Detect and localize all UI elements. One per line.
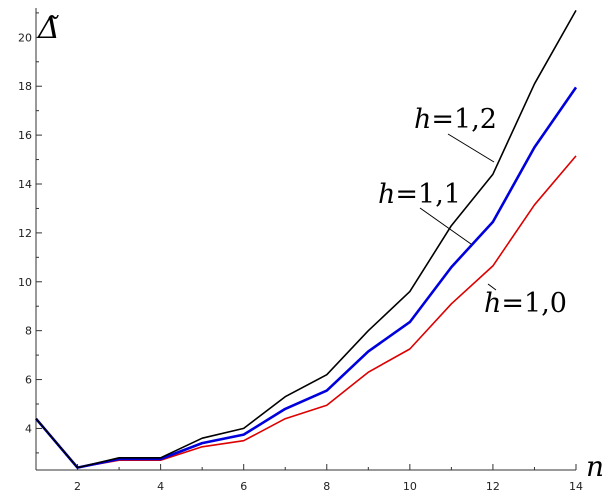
x-tick-label: 4 [157, 480, 164, 493]
y-tick-label: 18 [18, 80, 32, 93]
y-tick-label: 8 [25, 325, 32, 338]
series-label-value: =1,2 [431, 104, 497, 135]
axes [35, 8, 576, 471]
series-label-value: =1,0 [501, 288, 567, 319]
leader-line-2 [419, 207, 472, 245]
series-line-h-1-2 [35, 10, 577, 469]
series-label-variable: h [378, 179, 395, 210]
y-tick-label: 4 [25, 422, 32, 435]
y-tick-label: 14 [18, 178, 32, 191]
series-line-h-1-1 [35, 86, 578, 469]
series-lines [35, 10, 578, 469]
x-tick-label: 6 [240, 480, 247, 493]
series-label-variable: h [414, 104, 431, 135]
series-label-variable: h [484, 288, 501, 319]
series-label-2: h=1,1 [378, 179, 461, 210]
y-tick-label: 16 [18, 129, 32, 142]
ticks: 4 6 8 10 12 14 16 18 20 2 4 6 8 10 12 14 [18, 12, 583, 493]
leader-line-1 [447, 133, 495, 163]
x-tick-label: 12 [486, 480, 500, 493]
series-label-value: =1,1 [395, 179, 461, 210]
series-label-3: h=1,0 [484, 288, 567, 319]
annotations: h=1,2h=1,1h=1,0 [378, 104, 567, 319]
y-axis-title: Δ̃ [37, 11, 60, 46]
series-label-1: h=1,2 [414, 104, 497, 135]
y-tick-label: 6 [25, 374, 32, 387]
leader-line-3 [487, 283, 497, 291]
x-axis-title: n [586, 450, 604, 483]
x-tick-label: 8 [323, 480, 330, 493]
x-tick-label: 14 [569, 480, 583, 493]
y-tick-label: 20 [18, 31, 32, 44]
x-tick-label: 2 [74, 480, 81, 493]
x-tick-label: 10 [403, 480, 417, 493]
y-tick-label: 12 [18, 227, 32, 240]
y-tick-label: 10 [18, 276, 32, 289]
